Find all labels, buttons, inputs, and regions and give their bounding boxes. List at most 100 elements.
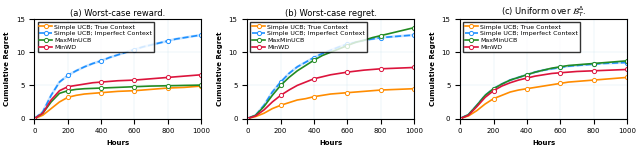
MaxMinUCB <box>243 118 251 119</box>
Simple UCB; True Context <box>623 76 630 78</box>
MaxMinUCB <box>385 33 393 35</box>
MaxMinUCB <box>531 71 539 73</box>
MaxMinUCB <box>498 83 506 85</box>
Simple UCB; Imperfect Context <box>302 61 310 63</box>
Simple UCB; True Context <box>394 88 401 90</box>
MaxMinUCB <box>294 70 301 72</box>
MaxMinUCB <box>277 84 285 86</box>
MinWD <box>106 81 113 82</box>
Simple UCB; True Context <box>180 87 188 88</box>
Simple UCB; Imperfect Context <box>56 81 63 83</box>
MaxMinUCB <box>172 85 180 87</box>
Simple UCB; Imperfect Context <box>243 118 251 119</box>
MaxMinUCB <box>335 48 343 50</box>
Simple UCB; True Context <box>31 118 38 119</box>
MinWD <box>581 70 589 72</box>
Line: Simple UCB; True Context: Simple UCB; True Context <box>245 87 416 121</box>
Simple UCB; True Context <box>268 108 276 109</box>
Simple UCB; True Context <box>294 99 301 101</box>
MaxMinUCB <box>564 65 572 66</box>
Simple UCB; Imperfect Context <box>410 34 418 36</box>
Simple UCB; True Context <box>410 88 418 90</box>
MinWD <box>564 71 572 73</box>
Simple UCB; True Context <box>72 94 80 96</box>
MaxMinUCB <box>164 85 172 87</box>
MaxMinUCB <box>268 94 276 96</box>
Simple UCB; True Context <box>481 103 489 105</box>
MaxMinUCB <box>360 39 368 41</box>
MaxMinUCB <box>515 76 522 78</box>
Simple UCB; Imperfect Context <box>523 74 531 76</box>
MaxMinUCB <box>180 84 188 86</box>
Simple UCB; True Context <box>402 88 410 90</box>
MinWD <box>243 118 251 119</box>
Simple UCB; True Context <box>564 81 572 83</box>
MaxMinUCB <box>490 88 497 90</box>
MaxMinUCB <box>394 31 401 33</box>
MinWD <box>31 118 38 119</box>
Simple UCB; True Context <box>260 112 268 114</box>
Simple UCB; True Context <box>114 90 122 92</box>
Simple UCB; True Context <box>523 88 531 90</box>
Simple UCB; Imperfect Context <box>252 114 259 116</box>
Legend: Simple UCB; True Context, Simple UCB; Imperfect Context, MaxMinUCB, MinWD: Simple UCB; True Context, Simple UCB; Im… <box>250 22 367 52</box>
MaxMinUCB <box>327 51 335 53</box>
Simple UCB; Imperfect Context <box>623 62 630 63</box>
MaxMinUCB <box>72 88 80 90</box>
Simple UCB; True Context <box>498 94 506 96</box>
Simple UCB; Imperfect Context <box>531 71 539 73</box>
Simple UCB; True Context <box>614 77 622 79</box>
MaxMinUCB <box>64 90 72 92</box>
Simple UCB; Imperfect Context <box>122 51 130 53</box>
Simple UCB; Imperfect Context <box>548 68 556 70</box>
Line: MinWD: MinWD <box>245 65 416 121</box>
MinWD <box>277 94 285 96</box>
Simple UCB; Imperfect Context <box>327 49 335 51</box>
MinWD <box>377 68 385 70</box>
MaxMinUCB <box>319 55 326 56</box>
Simple UCB; Imperfect Context <box>139 46 147 48</box>
MinWD <box>156 77 163 79</box>
MaxMinUCB <box>473 104 481 106</box>
MaxMinUCB <box>39 112 47 114</box>
Simple UCB; Imperfect Context <box>614 62 622 64</box>
Simple UCB; True Context <box>540 85 547 87</box>
MinWD <box>164 76 172 78</box>
Simple UCB; True Context <box>156 88 163 90</box>
Simple UCB; Imperfect Context <box>164 40 172 42</box>
MinWD <box>335 73 343 74</box>
Simple UCB; Imperfect Context <box>180 37 188 39</box>
MinWD <box>64 86 72 88</box>
MinWD <box>189 75 196 76</box>
Simple UCB; Imperfect Context <box>335 46 343 48</box>
MinWD <box>369 69 376 70</box>
MinWD <box>114 80 122 82</box>
Title: (c) Uniform over $\mathcal{B}_T^{\Delta}$.: (c) Uniform over $\mathcal{B}_T^{\Delta}… <box>501 4 586 19</box>
MinWD <box>606 69 614 71</box>
Line: Simple UCB; Imperfect Context: Simple UCB; Imperfect Context <box>33 33 203 121</box>
Simple UCB; Imperfect Context <box>189 35 196 37</box>
Simple UCB; True Context <box>506 91 514 93</box>
Simple UCB; Imperfect Context <box>465 114 472 116</box>
MaxMinUCB <box>344 45 351 46</box>
Simple UCB; True Context <box>139 89 147 91</box>
MinWD <box>556 72 564 74</box>
Simple UCB; True Context <box>122 90 130 92</box>
MaxMinUCB <box>81 88 88 90</box>
MinWD <box>131 79 138 81</box>
Simple UCB; True Context <box>131 90 138 92</box>
MaxMinUCB <box>352 41 360 43</box>
Simple UCB; Imperfect Context <box>64 75 72 76</box>
Simple UCB; Imperfect Context <box>456 118 464 119</box>
Simple UCB; True Context <box>197 85 205 87</box>
Line: MinWD: MinWD <box>33 73 203 121</box>
MaxMinUCB <box>56 92 63 94</box>
Line: Simple UCB; True Context: Simple UCB; True Context <box>33 84 203 121</box>
Simple UCB; True Context <box>377 89 385 91</box>
Line: Simple UCB; Imperfect Context: Simple UCB; Imperfect Context <box>458 60 629 121</box>
MaxMinUCB <box>377 35 385 37</box>
Simple UCB; Imperfect Context <box>294 66 301 68</box>
Y-axis label: Cumulative Regret: Cumulative Regret <box>4 32 10 106</box>
MinWD <box>352 70 360 72</box>
Simple UCB; True Context <box>385 89 393 91</box>
